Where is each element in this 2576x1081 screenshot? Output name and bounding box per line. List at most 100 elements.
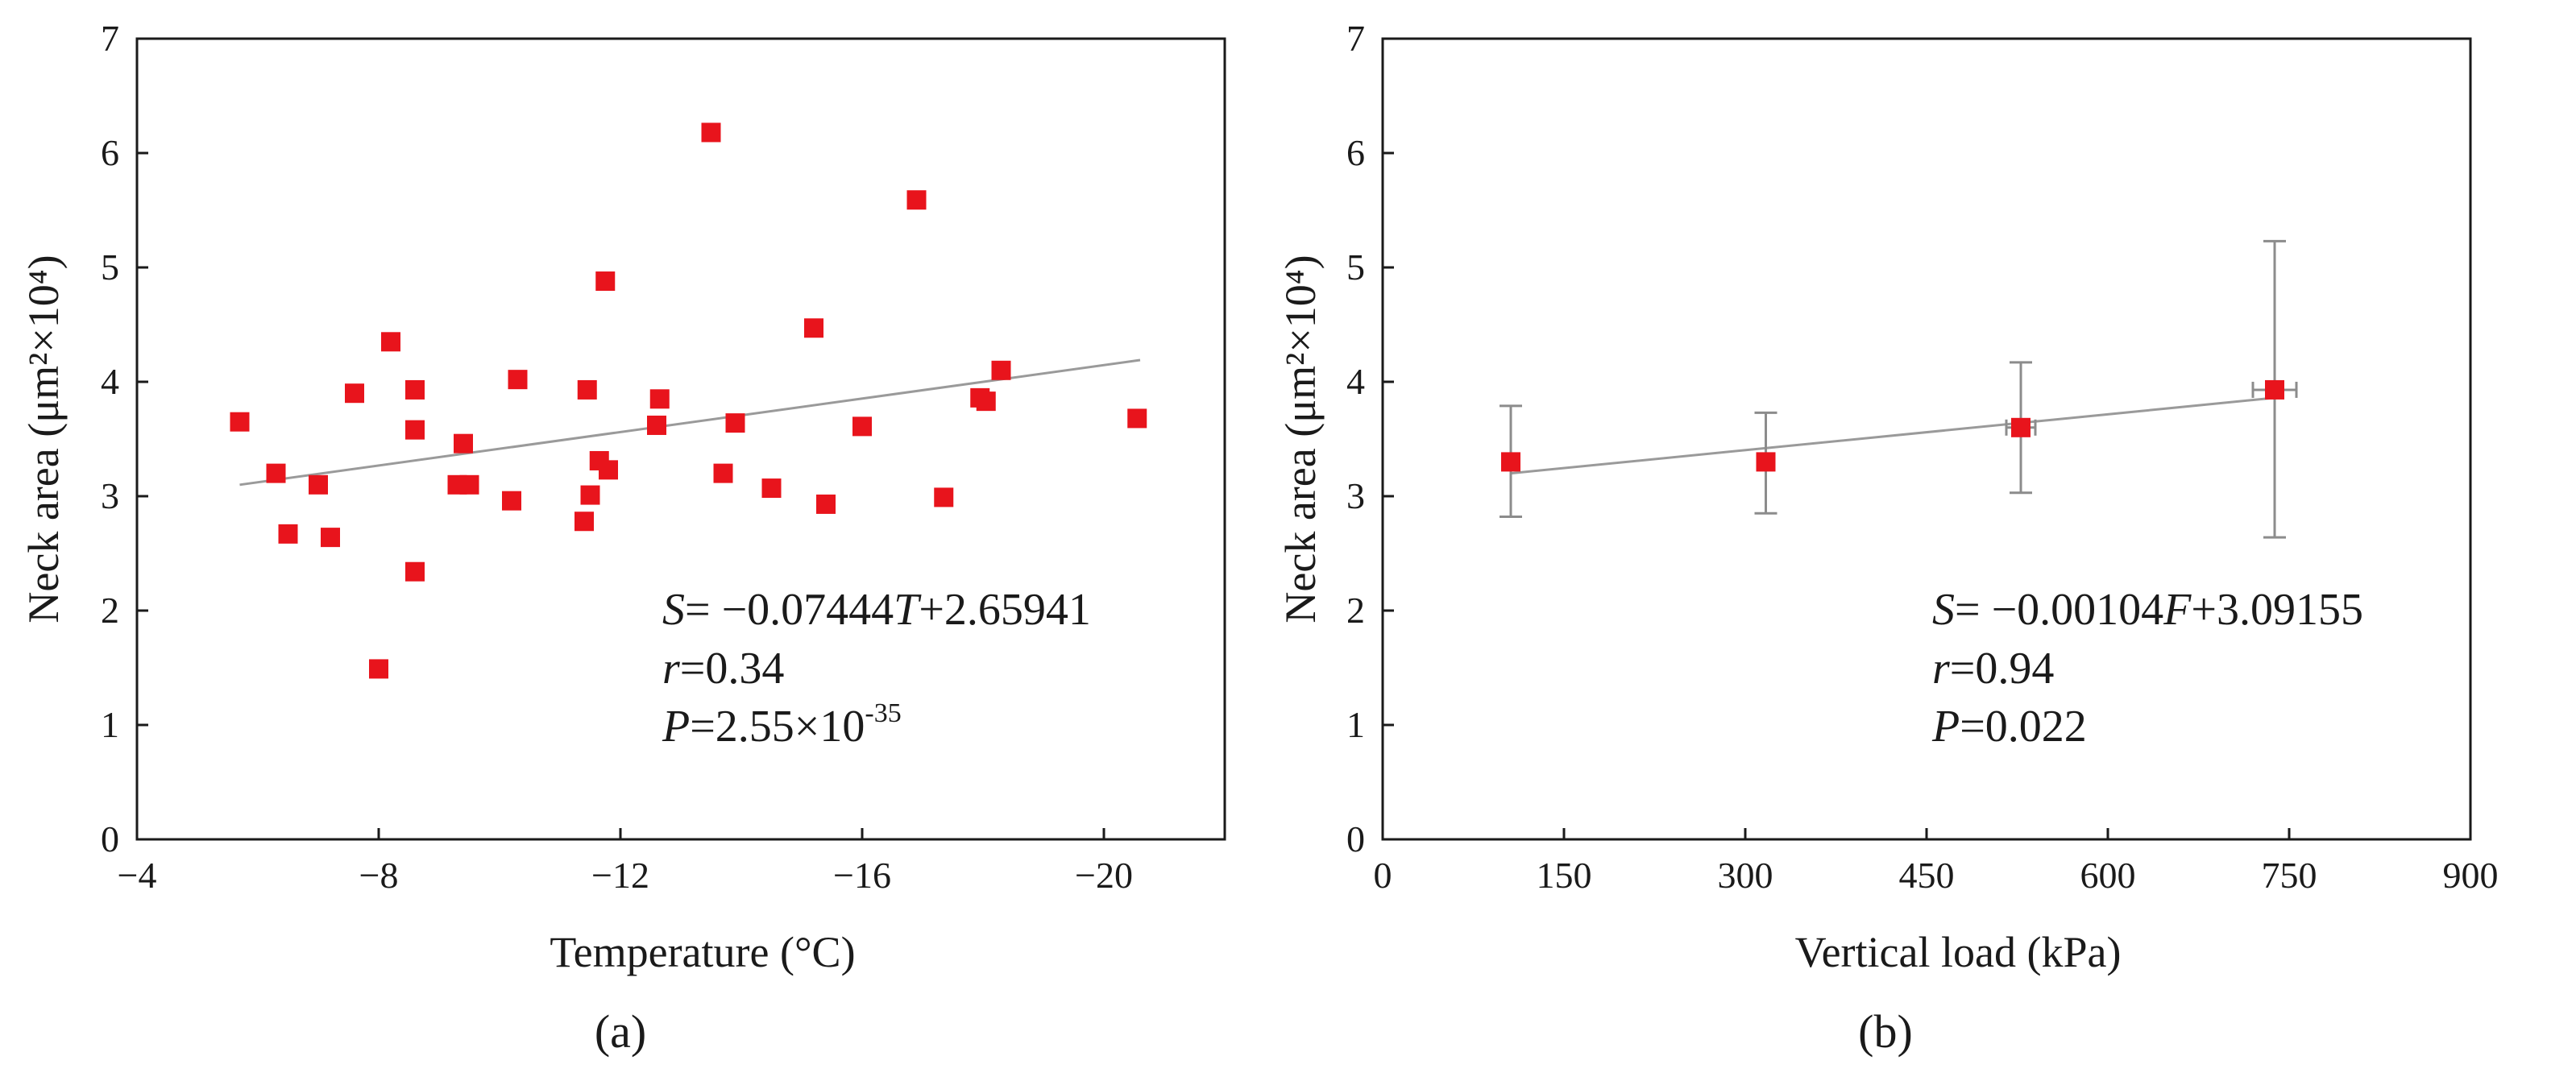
equation-coefficient-b: = −0.00104 [1955,585,2163,635]
data-point [804,318,823,338]
plot-frame-a [135,37,1226,841]
y-tick-label: 1 [1346,704,1365,745]
data-point [278,524,298,544]
y-tick-label: 7 [101,18,119,59]
x-tick-label: −20 [1075,855,1133,896]
p-text-b: =0.022 [1960,702,2087,752]
x-tick-label: −4 [118,855,157,896]
data-point [2011,417,2031,437]
data-point [230,412,250,432]
data-point [580,485,600,505]
data-point [575,512,594,532]
p-symbol-b: P [1931,702,1960,752]
x-tick-label: −16 [833,855,891,896]
annotation-b: S= −0.00104F+3.09155 r=0.94 P=0.022 [1931,585,2363,752]
x-axis-label-b: Vertical load (kPa) [1795,928,2122,976]
annotation-a: S= −0.07444T+2.65941 r=0.34 P=2.55×10-35 [662,585,1091,752]
data-point [1501,452,1520,472]
data-point [934,487,954,507]
panel-a: 0 1 2 3 4 5 6 7 −4 −8 −12 −16 −20 Neck area (μm²×10… [19,18,1226,1058]
data-point [502,491,521,511]
fit-line-a [239,358,1141,487]
data-point [266,463,286,483]
r-text-b: =0.94 [1950,644,2055,694]
points-b [1501,379,2284,472]
x-tick-label: 150 [1537,855,1592,896]
y-axis-label-b: Neck area (μm²×10⁴) [1276,255,1325,623]
equation-a: S= −0.07444T+2.65941 [662,585,1091,635]
y-axis-b: 0 1 2 3 4 5 6 7 [1346,18,1394,859]
y-axis-label-a: Neck area (μm²×10⁴) [19,255,68,623]
p-exponent-a: -35 [865,698,901,728]
p-value-b: P=0.022 [1931,702,2087,752]
data-point [2265,379,2284,400]
y-tick-label: 5 [101,246,119,288]
x-tick-label: 300 [1718,855,1773,896]
data-point [454,433,473,454]
x-axis-a: −4 −8 −12 −16 −20 [118,828,1133,896]
data-point [321,528,340,548]
data-point [1127,408,1147,429]
y-tick-label: 2 [1346,590,1365,631]
panel-b: 0 1 2 3 4 5 6 7 0 150 300 450 600 750 900 Neck area (… [1276,18,2499,1058]
data-point [852,416,872,437]
data-point [369,659,388,679]
y-tick-label: 5 [1346,246,1365,288]
data-point [508,370,528,390]
x-tick-label: 750 [2262,855,2317,896]
x-tick-label: −12 [591,855,649,896]
data-point [405,420,425,440]
x-tick-label: 0 [1374,855,1392,896]
data-point [647,415,666,435]
x-tick-label: −8 [359,855,399,896]
data-point [725,413,745,433]
data-point [713,463,733,483]
equation-b: S= −0.00104F+3.09155 [1932,585,2363,635]
data-point [976,391,996,412]
data-point [405,561,425,582]
y-tick-label: 3 [1346,475,1365,516]
x-tick-label: 900 [2443,855,2499,896]
plot-frame-b [1381,37,2472,841]
x-axis-b: 0 150 300 450 600 750 900 [1374,828,2499,896]
y-tick-label: 6 [1346,132,1365,173]
data-point [599,460,618,480]
equation-intercept-b: +3.09155 [2191,585,2363,635]
y-tick-label: 7 [1346,18,1365,59]
r-symbol-b: r [1932,644,1950,694]
equation-symbol-b: S [1932,585,1955,635]
y-tick-label: 2 [101,590,119,631]
data-point [906,190,927,210]
x-axis-label-a: Temperature (°C) [550,928,855,976]
equation-symbol-a: S [662,585,685,635]
y-axis-a: 0 1 2 3 4 5 6 7 [101,18,148,859]
points-a [230,122,1147,679]
x-tick-label: 450 [1899,855,1955,896]
y-tick-label: 4 [1346,361,1365,402]
y-tick-label: 3 [101,475,119,516]
data-point [816,494,836,514]
y-tick-label: 4 [101,361,119,402]
r-value-b: r=0.94 [1932,644,2054,694]
data-point [701,122,721,143]
panel-label-a: (a) [595,1005,646,1058]
data-point [1756,452,1776,472]
p-text-a: =2.55×10 [690,702,865,752]
data-point [405,379,425,400]
r-text-a: =0.34 [680,644,785,694]
equation-coefficient-a: = −0.07444 [685,585,894,635]
x-tick-label: 600 [2080,855,2136,896]
r-symbol-a: r [662,644,680,694]
p-symbol-a: P [662,702,690,752]
equation-intercept-a: +2.65941 [919,585,1091,635]
equation-variable-b: F [2163,585,2192,635]
error-bars-b [1500,239,2298,539]
fit-line-b [1510,396,2275,475]
data-point [577,379,597,400]
y-tick-label: 0 [1346,818,1365,859]
r-value-a: r=0.34 [662,644,784,694]
y-tick-label: 0 [101,818,119,859]
data-point [991,360,1011,380]
data-point [595,271,616,292]
data-point [381,332,400,352]
